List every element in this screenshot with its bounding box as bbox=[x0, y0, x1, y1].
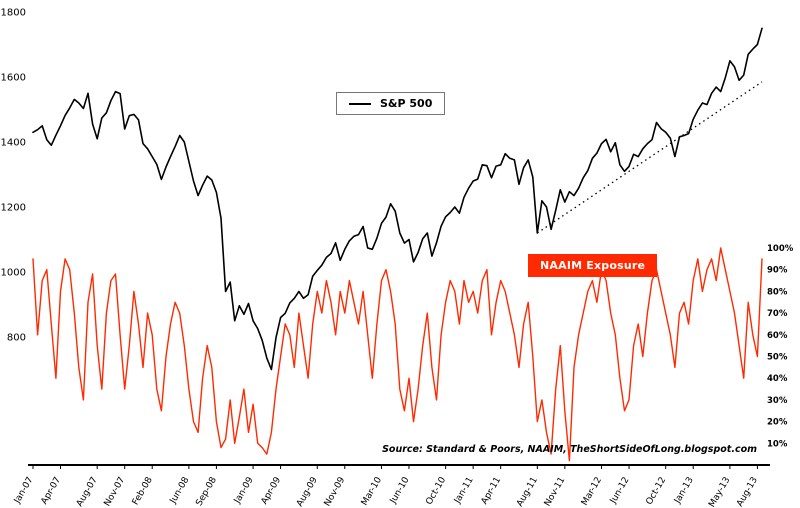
x-tick-label: Aug-09 bbox=[295, 475, 320, 508]
left-tick-label: 1600 bbox=[1, 73, 26, 84]
x-tick-label: Oct-12 bbox=[645, 476, 669, 507]
x-tick-label: Nov-07 bbox=[103, 476, 128, 508]
x-tick-label: Aug-11 bbox=[515, 476, 540, 508]
x-tick-label: Jan-11 bbox=[452, 476, 475, 507]
right-tick-label: 30% bbox=[767, 396, 788, 406]
x-tick-label: May-13 bbox=[707, 476, 732, 508]
naaim-line bbox=[32, 247, 763, 462]
trendline bbox=[536, 81, 763, 234]
right-tick-label: 50% bbox=[767, 353, 788, 363]
x-tick-label: Feb-08 bbox=[131, 475, 155, 507]
right-tick-label: 70% bbox=[767, 309, 788, 319]
left-tick-label: 1400 bbox=[1, 138, 26, 149]
x-tick-label: Jan-13 bbox=[672, 476, 695, 507]
x-tick-label: Sep-08 bbox=[194, 475, 219, 508]
left-tick-label: 800 bbox=[7, 333, 26, 344]
x-tick-label: Nov-09 bbox=[323, 475, 348, 508]
sp500-line bbox=[32, 27, 763, 371]
x-tick-label: Aug-07 bbox=[75, 476, 100, 508]
left-tick-label: 1800 bbox=[1, 8, 26, 19]
x-tick-label: Mar-12 bbox=[580, 476, 604, 508]
naaim-exposure-label: NAAIM Exposure bbox=[528, 254, 658, 277]
x-tick-label: Mar-10 bbox=[360, 475, 384, 507]
left-tick-label: 1200 bbox=[1, 203, 26, 214]
x-tick-label: Jan-07 bbox=[12, 476, 35, 507]
right-tick-label: 90% bbox=[767, 266, 788, 276]
x-tick-label: Apr-11 bbox=[480, 476, 504, 507]
left-tick-label: 1000 bbox=[1, 268, 26, 279]
x-tick-label: Nov-11 bbox=[543, 476, 568, 508]
source-note: Source: Standard & Poors, NAAIM, TheShor… bbox=[382, 444, 757, 455]
x-tick-label: Apr-07 bbox=[40, 476, 64, 507]
right-tick-label: 100% bbox=[767, 244, 794, 254]
sp500-legend-label: S&P 500 bbox=[380, 97, 433, 110]
right-tick-label: 80% bbox=[767, 287, 788, 297]
x-tick-label: Aug-13 bbox=[735, 476, 760, 508]
right-tick-label: 40% bbox=[767, 374, 788, 384]
x-tick-label: Oct-10 bbox=[424, 475, 448, 506]
x-tick-label: Jun-10 bbox=[388, 475, 412, 506]
x-tick-label: Jun-12 bbox=[608, 476, 632, 507]
right-tick-label: 10% bbox=[767, 439, 788, 449]
x-tick-label: Jan-09 bbox=[232, 475, 256, 506]
sp500-line-sample bbox=[349, 102, 371, 105]
x-tick-label: Apr-09 bbox=[260, 475, 284, 506]
right-tick-label: 60% bbox=[767, 331, 788, 341]
right-tick-label: 20% bbox=[767, 418, 788, 428]
x-tick-label: Jun-08 bbox=[168, 475, 192, 506]
sp500-legend: S&P 500 bbox=[336, 92, 446, 115]
